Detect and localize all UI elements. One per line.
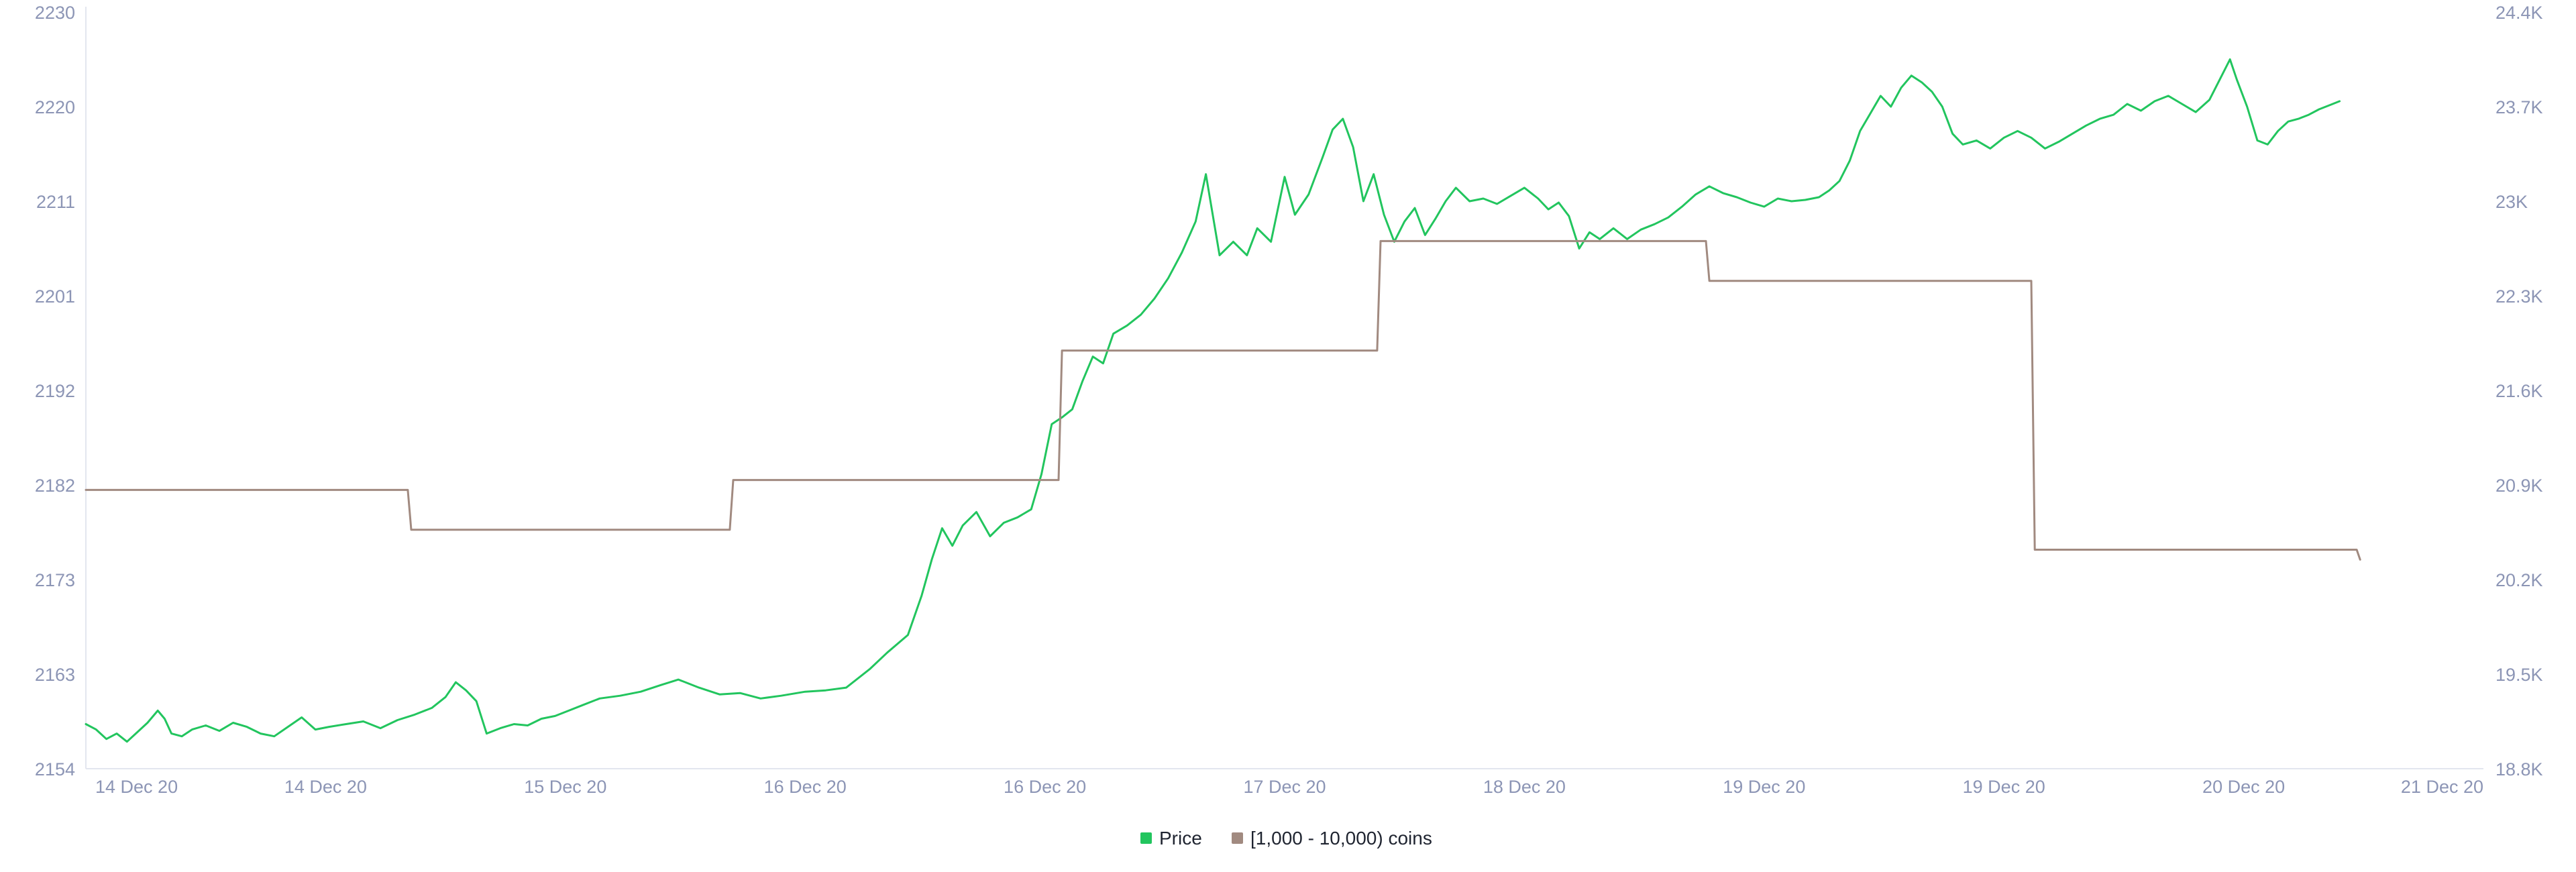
right-axis-tick-label: 20.2K	[2496, 570, 2543, 590]
x-axis-tick-label: 20 Dec 20	[2202, 777, 2285, 797]
right-axis-tick-label: 20.9K	[2496, 476, 2543, 496]
left-axis-tick-label: 2154	[35, 759, 75, 779]
x-axis-ticks: 14 Dec 20 14 Dec 20 15 Dec 20 16 Dec 20 16 D…	[95, 777, 2483, 797]
x-axis-tick-label: 16 Dec 20	[1004, 777, 1086, 797]
legend: Price [1,000 - 10,000) coins	[1140, 828, 1432, 849]
x-axis-tick-label: 15 Dec 20	[524, 777, 606, 797]
series-line-price	[85, 58, 2341, 743]
left-y-axis-ticks: 2230 2220 2211 2201 2192 2182 2173 2163 2154	[35, 3, 75, 779]
left-axis-tick-label: 2163	[35, 665, 75, 685]
right-axis-tick-label: 24.4K	[2496, 3, 2543, 23]
left-axis-tick-label: 2182	[35, 476, 75, 496]
legend-swatch	[1232, 832, 1243, 844]
right-axis-tick-label: 18.8K	[2496, 759, 2543, 779]
x-axis-tick-label: 19 Dec 20	[1723, 777, 1805, 797]
x-axis-tick-label: 18 Dec 20	[1483, 777, 1566, 797]
legend-swatch	[1140, 832, 1152, 844]
series-line-coins	[85, 239, 2361, 561]
legend-label: [1,000 - 10,000) coins	[1250, 828, 1432, 849]
legend-label: Price	[1159, 828, 1202, 849]
left-axis-tick-label: 2201	[35, 286, 75, 307]
right-axis-tick-label: 23K	[2496, 192, 2528, 212]
x-axis-tick-label: 17 Dec 20	[1243, 777, 1326, 797]
x-axis-tick-label: 14 Dec 20	[284, 777, 367, 797]
right-axis-tick-label: 22.3K	[2496, 286, 2543, 307]
x-axis-tick-label: 19 Dec 20	[1963, 777, 2045, 797]
left-axis-tick-label: 2211	[36, 192, 75, 212]
left-axis-tick-label: 2220	[35, 97, 75, 117]
legend-item-price[interactable]: Price	[1140, 828, 1202, 849]
left-axis-tick-label: 2192	[35, 381, 75, 401]
right-axis-tick-label: 19.5K	[2496, 665, 2543, 685]
right-y-axis-ticks: 24.4K 23.7K 23K 22.3K 21.6K 20.9K 20.2K 19.5K 18…	[2496, 3, 2543, 779]
series-layer	[85, 58, 2361, 743]
left-axis-tick-label: 2230	[35, 3, 75, 23]
left-axis-tick-label: 2173	[35, 570, 75, 590]
plot-frame	[85, 7, 2483, 769]
right-axis-tick-label: 21.6K	[2496, 381, 2543, 401]
right-axis-tick-label: 23.7K	[2496, 97, 2543, 117]
x-axis-tick-label: 21 Dec 20	[2401, 777, 2483, 797]
x-axis-tick-label: 16 Dec 20	[764, 777, 847, 797]
legend-item-coins[interactable]: [1,000 - 10,000) coins	[1232, 828, 1432, 849]
x-axis-tick-label: 14 Dec 20	[95, 777, 178, 797]
